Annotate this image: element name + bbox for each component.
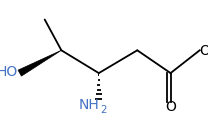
Text: NH: NH xyxy=(79,98,100,111)
Text: 2: 2 xyxy=(100,104,107,113)
Text: O: O xyxy=(165,100,176,113)
Text: OH: OH xyxy=(199,43,208,57)
Text: HO: HO xyxy=(0,65,18,79)
Polygon shape xyxy=(18,51,61,76)
